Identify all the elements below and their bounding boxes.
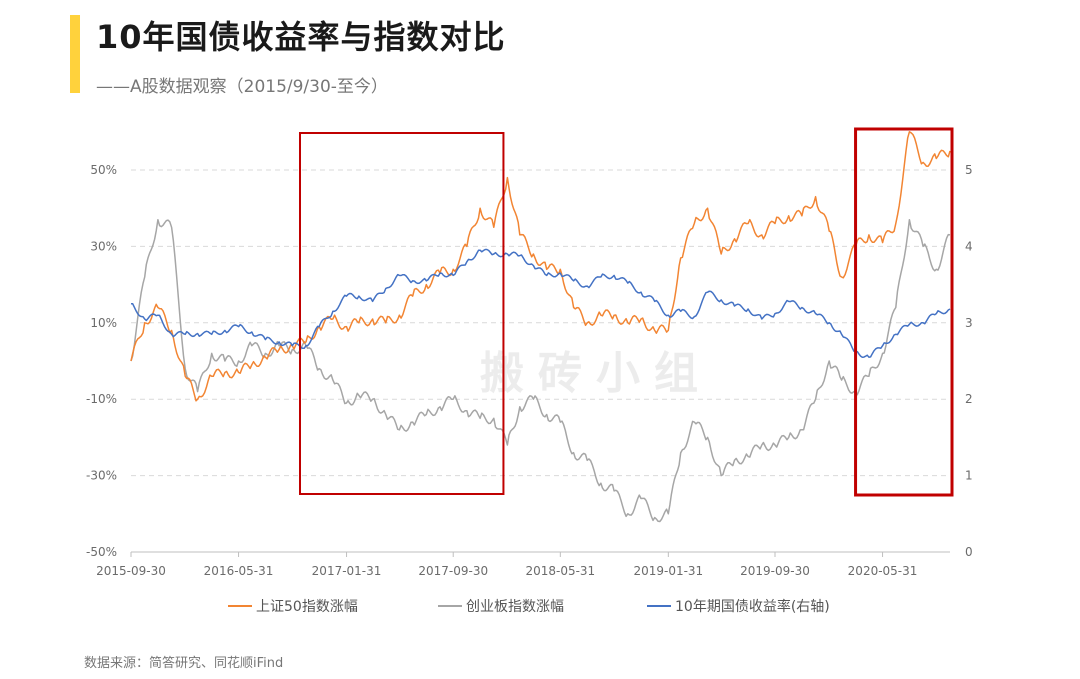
x-tick-label: 2015-09-30 — [96, 564, 166, 578]
y-left-tick-label: -50% — [86, 545, 117, 559]
y-right-tick-label: 0 — [965, 545, 973, 559]
series-line-2 — [130, 248, 951, 358]
y-right-tick-label: 5 — [965, 163, 973, 177]
legend-label: 10年期国债收益率(右轴) — [675, 598, 830, 615]
x-tick-label: 2019-01-31 — [633, 564, 703, 578]
highlight-box-2020 — [854, 127, 954, 497]
legend-label: 上证50指数涨幅 — [256, 599, 358, 615]
data-source-note: 数据来源：简答研究、同花顺iFind — [84, 656, 284, 671]
series-line-0 — [130, 131, 951, 402]
watermark-text: 搬砖小组 — [480, 348, 712, 399]
x-tick-label: 2018-05-31 — [525, 564, 595, 578]
y-right-tick-label: 2 — [965, 392, 973, 406]
y-left-tick-label: 30% — [90, 239, 117, 253]
x-tick-label: 2020-05-31 — [848, 564, 918, 578]
page-subtitle: ——A股数据观察（2015/9/30-至今） — [96, 77, 388, 97]
x-tick-label: 2016-05-31 — [204, 564, 274, 578]
series-line-1 — [130, 218, 951, 523]
y-left-tick-label: 50% — [90, 163, 117, 177]
y-right-tick-label: 4 — [965, 239, 973, 253]
x-tick-label: 2019-09-30 — [740, 564, 810, 578]
y-left-tick-label: -30% — [86, 469, 117, 483]
y-left-tick-label: 10% — [90, 316, 117, 330]
legend-label: 创业板指数涨幅 — [466, 599, 564, 615]
x-tick-label: 2017-01-31 — [312, 564, 382, 578]
y-right-tick-label: 1 — [965, 469, 973, 483]
y-right-tick-label: 3 — [965, 316, 973, 330]
page-title: 10年国债收益率与指数对比 — [96, 18, 506, 56]
title-accent-bar — [70, 15, 80, 93]
highlight-box-2017 — [298, 132, 505, 495]
y-left-tick-label: -10% — [86, 392, 117, 406]
x-tick-label: 2017-09-30 — [418, 564, 488, 578]
